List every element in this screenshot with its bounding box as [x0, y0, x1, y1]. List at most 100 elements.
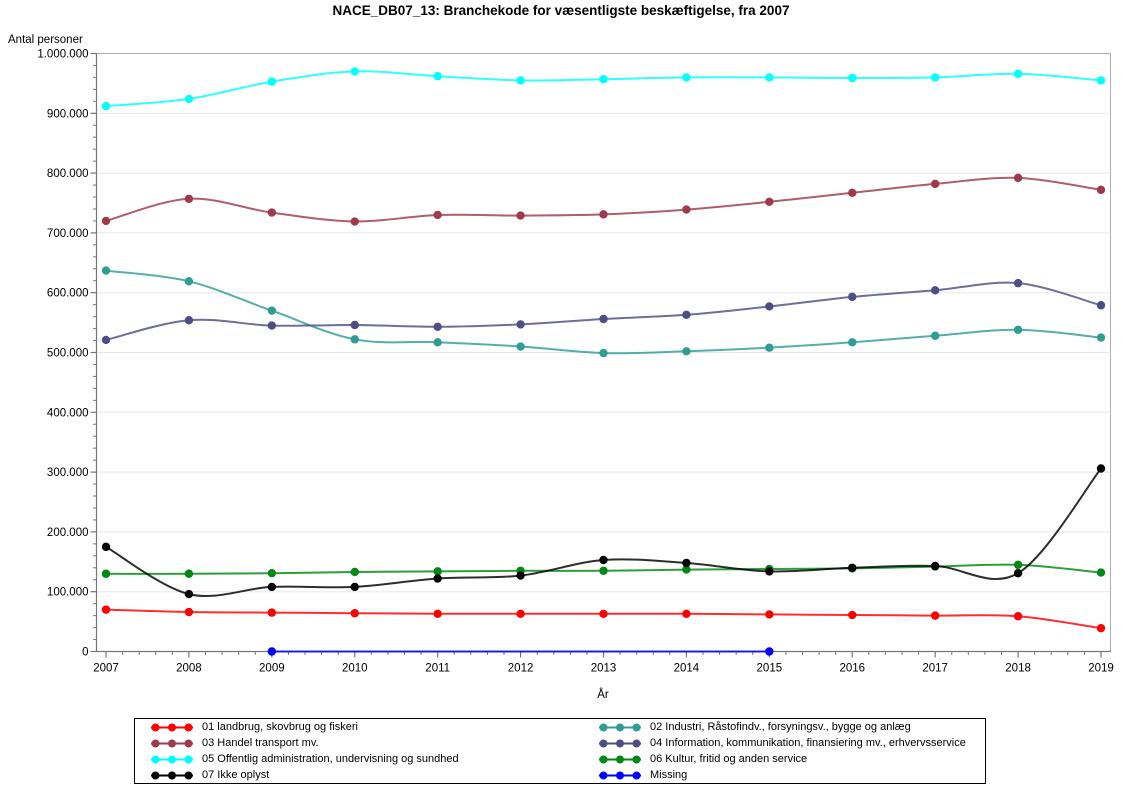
data-point-marker [1096, 464, 1106, 473]
legend: 01 landbrug, skovbrug og fiskeri 02 Indus… [134, 718, 986, 784]
y-tick-label: 900.000 [47, 108, 89, 120]
data-point-marker [765, 197, 774, 207]
data-point-marker [765, 567, 774, 576]
x-tick-label: 2008 [176, 663, 202, 675]
data-point-marker [101, 266, 111, 275]
legend-label: Missing [650, 769, 688, 781]
data-point-marker [682, 347, 691, 356]
legend-item-5: 05 Offentlig administration, undervisnin… [149, 752, 597, 767]
x-tick-label: 2007 [93, 663, 119, 675]
data-point-marker [433, 567, 442, 576]
data-point-marker [267, 321, 277, 330]
series-3 [101, 173, 1106, 226]
legend-label: 03 Handel transport mv. [202, 737, 319, 749]
x-tick-label: 2013 [591, 663, 617, 675]
data-point-marker [184, 194, 194, 204]
data-point-marker [101, 216, 111, 226]
data-point-marker [184, 94, 194, 104]
data-point-marker [433, 338, 442, 347]
data-point-marker [599, 609, 608, 619]
data-point-marker [267, 608, 277, 617]
data-point-marker [101, 605, 111, 614]
data-point-marker [267, 306, 277, 315]
series-line [105, 281, 1102, 341]
data-point-marker [1013, 325, 1023, 334]
data-point-marker [848, 188, 857, 198]
data-point-marker [184, 277, 194, 286]
data-point-marker [599, 555, 608, 565]
legend-series-marker-icon [151, 723, 193, 731]
data-point-marker [599, 566, 608, 575]
data-point-marker [765, 73, 774, 82]
data-point-marker [433, 72, 442, 81]
y-tick-label: 1.000.000 [37, 49, 88, 61]
x-tick-label: 2014 [674, 663, 700, 675]
data-point-marker [184, 316, 194, 325]
legend-item-1: 01 landbrug, skovbrug og fiskeri [149, 720, 597, 735]
data-point-marker [1013, 173, 1023, 183]
x-tick-label: 2010 [342, 663, 368, 675]
y-axis-label: Antal personer [8, 34, 83, 46]
data-point-marker [1013, 560, 1023, 569]
data-point-marker [765, 343, 774, 352]
y-tick-label: 100.000 [47, 587, 89, 599]
data-point-marker [433, 609, 442, 619]
data-point-marker [930, 611, 940, 620]
x-tick-label: 2016 [839, 663, 865, 675]
x-tick-label: 2019 [1088, 663, 1114, 675]
data-point-marker [599, 314, 608, 324]
data-point-marker [433, 574, 442, 583]
series-2 [101, 266, 1106, 358]
legend-item-8: Missing [597, 768, 985, 783]
data-point-marker [267, 582, 277, 592]
data-point-marker [350, 335, 359, 344]
data-point-marker [682, 73, 691, 82]
legend-item-4: 04 Information, kommunikation, finansier… [597, 736, 985, 751]
data-point-marker [765, 610, 774, 619]
x-axis-label: År [597, 688, 609, 701]
data-point-marker [599, 75, 608, 84]
line-chart: 0 100.000 200.000 300.000 400.000 500.000 600.… [8, 3, 1114, 701]
data-point-marker [267, 647, 277, 656]
data-point-marker [682, 558, 691, 568]
y-tick-label: 400.000 [47, 407, 89, 419]
data-point-marker [516, 320, 525, 329]
y-tick-label: 800.000 [47, 168, 89, 180]
data-point-marker [516, 211, 525, 220]
data-point-marker [848, 292, 857, 302]
legend-item-2: 02 Industri, Råstofindv., forsyningsv., … [597, 720, 985, 735]
data-point-marker [682, 310, 691, 320]
data-point-marker [930, 286, 940, 295]
series-4 [101, 278, 1106, 345]
data-point-marker [1013, 568, 1023, 578]
data-point-marker [1096, 301, 1106, 310]
data-point-marker [1096, 76, 1106, 85]
legend-item-3: 03 Handel transport mv. [149, 736, 597, 751]
data-point-marker [350, 582, 359, 592]
x-tick-label: 2011 [425, 663, 450, 675]
legend-item-6: 06 Kultur, fritid og anden service [597, 752, 985, 767]
data-point-marker [682, 205, 691, 214]
x-tick-label: 2018 [1005, 663, 1031, 675]
y-tick-label: 500.000 [47, 348, 89, 360]
data-point-marker [930, 331, 940, 340]
data-point-marker [930, 73, 940, 82]
legend-series-marker-icon [151, 739, 193, 747]
legend-label: 01 landbrug, skovbrug og fiskeri [202, 721, 358, 733]
data-point-marker [433, 322, 442, 331]
y-tick-label: 300.000 [47, 467, 89, 479]
legend-series-marker-icon [599, 755, 641, 763]
data-point-marker [516, 571, 525, 580]
data-point-marker [184, 607, 194, 617]
series-5 [101, 67, 1106, 111]
y-tick-label: 200.000 [47, 527, 89, 539]
y-tick-label: 0 [82, 647, 88, 659]
data-point-marker [930, 179, 940, 189]
legend-series-marker-icon [151, 755, 193, 763]
data-point-marker [1013, 278, 1023, 288]
data-point-marker [682, 609, 691, 619]
series-8 [267, 647, 774, 656]
data-point-marker [1096, 333, 1106, 342]
data-point-marker [101, 101, 111, 111]
